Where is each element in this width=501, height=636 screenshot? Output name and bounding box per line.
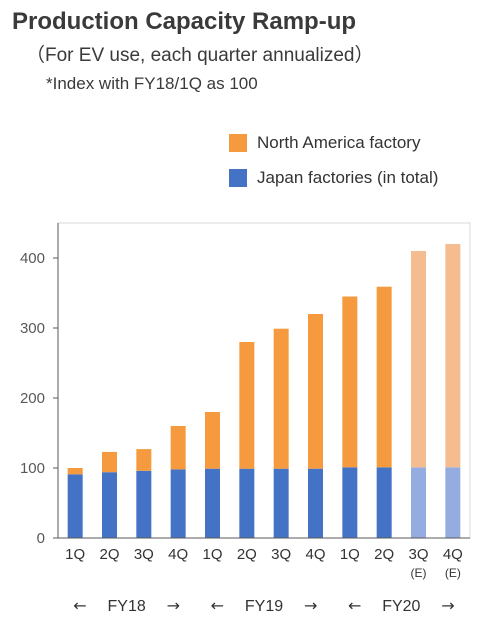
bar-north-america-7 [273, 328, 289, 469]
y-tick-label: 0 [37, 530, 45, 547]
plot-frame [57, 222, 471, 539]
x-tick-label: 1Q [340, 546, 360, 563]
fiscal-year-right-arrow: → [167, 596, 180, 615]
y-tick-label: 100 [20, 460, 45, 477]
x-tick-label: 3Q [408, 546, 428, 563]
x-tick-label: 1Q [65, 546, 85, 563]
bar-north-america-3 [136, 449, 152, 471]
y-tick-label: 200 [20, 390, 45, 407]
fiscal-year-left-arrow: ← [348, 596, 361, 615]
bar-north-america-6 [239, 342, 255, 469]
chart-title: Production Capacity Ramp-up [12, 8, 357, 35]
legend-swatch-japan [229, 169, 247, 187]
bar-japan-6 [239, 468, 255, 538]
bar-japan-5 [205, 468, 220, 538]
bar-north-america-4 [170, 426, 186, 470]
legend-swatch-north-america [229, 134, 247, 152]
x-tick-label: 2Q [374, 546, 394, 563]
y-tick-label: 400 [20, 250, 45, 267]
fiscal-year-label: FY20 [382, 598, 420, 615]
fiscal-year-right-arrow: → [441, 596, 454, 615]
bar-north-america-9 [342, 296, 358, 468]
bar-north-america-8 [308, 314, 323, 469]
x-tick-label: 4Q [443, 546, 463, 563]
estimate-label: (E) [411, 566, 427, 580]
bar-north-america-11 [411, 251, 426, 468]
bar-japan-8 [308, 468, 323, 538]
bar-japan-7 [273, 468, 289, 538]
bar-japan-3 [136, 470, 152, 538]
bar-japan-12 [445, 467, 461, 538]
x-tick-label: 1Q [202, 546, 222, 563]
bar-japan-2 [102, 472, 117, 538]
x-tick-label: 3Q [134, 546, 154, 563]
estimate-label: (E) [445, 566, 461, 580]
legend-label-north-america: North America factory [257, 133, 421, 152]
bar-north-america-2 [102, 451, 117, 473]
fiscal-year-left-arrow: ← [73, 596, 86, 615]
legend-item-north-america: North America factory [229, 132, 420, 154]
x-tick-label: 2Q [237, 546, 257, 563]
fiscal-year-left-arrow: ← [211, 596, 224, 615]
y-tick-label: 300 [20, 320, 45, 337]
bar-north-america-1 [67, 468, 83, 475]
bar-japan-1 [67, 474, 83, 538]
x-tick-label: 4Q [168, 546, 188, 563]
bar-japan-4 [170, 469, 186, 538]
chart-subtitle: （For EV use, each quarter annualized） [26, 45, 374, 66]
x-tick-label: 2Q [99, 546, 119, 563]
fiscal-year-label: FY19 [245, 598, 283, 615]
bar-japan-9 [342, 467, 358, 538]
index-note: *Index with FY18/1Q as 100 [46, 74, 258, 93]
bar-north-america-5 [205, 412, 220, 469]
bar-north-america-12 [445, 244, 461, 468]
x-tick-label: 4Q [305, 546, 325, 563]
bar-japan-11 [411, 467, 426, 538]
x-tick-label: 3Q [271, 546, 291, 563]
legend-item-japan: Japan factories (in total) [229, 167, 438, 189]
fiscal-year-right-arrow: → [304, 596, 317, 615]
bar-north-america-10 [376, 286, 392, 468]
legend-label-japan: Japan factories (in total) [257, 168, 439, 187]
bar-japan-10 [376, 467, 392, 538]
fiscal-year-label: FY18 [108, 598, 146, 615]
